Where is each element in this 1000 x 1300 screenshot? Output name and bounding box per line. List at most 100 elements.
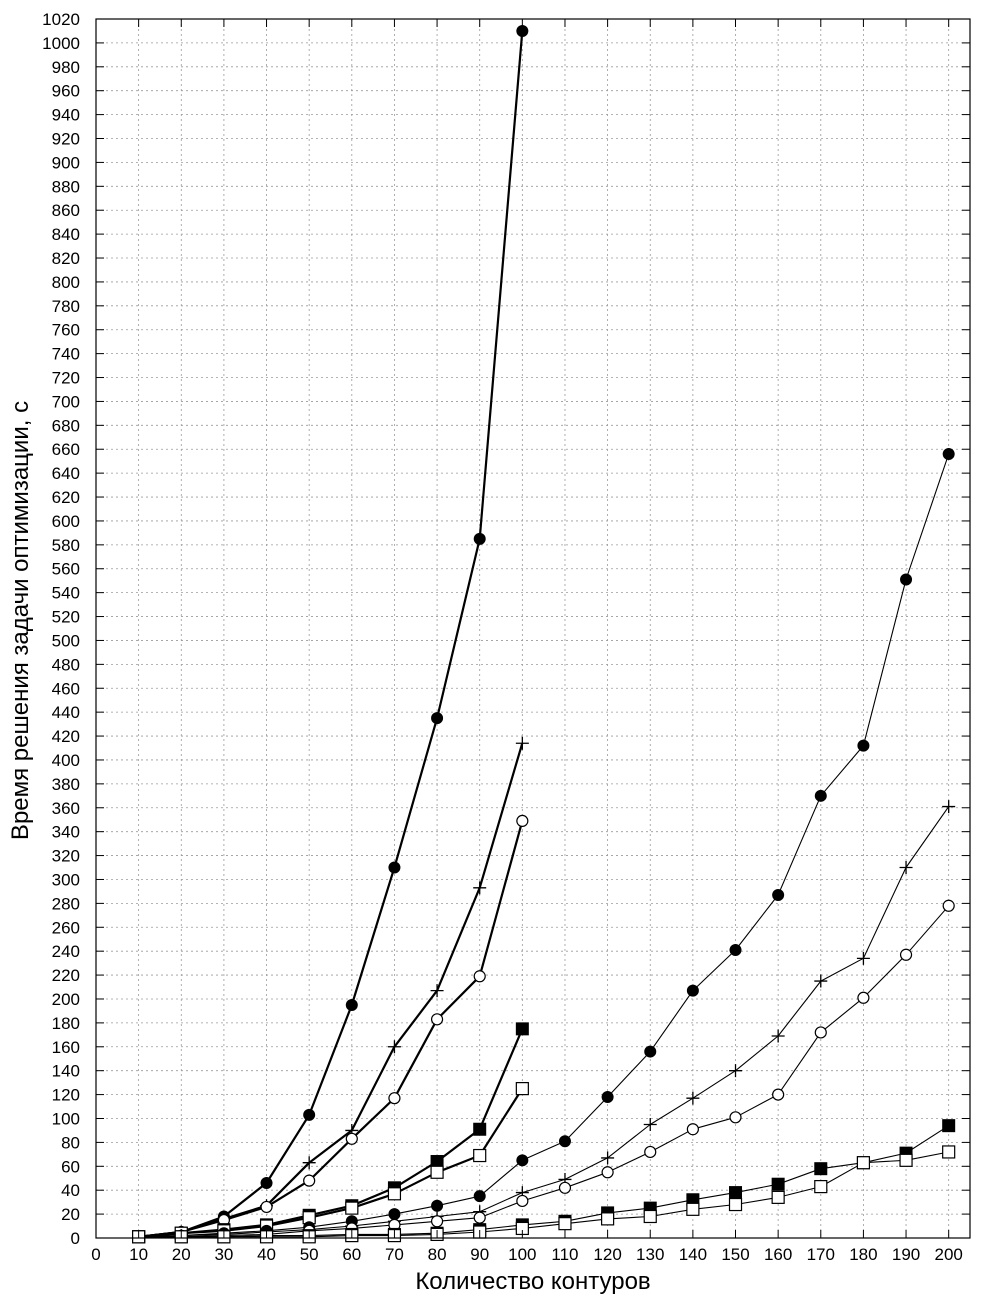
data-point bbox=[345, 1132, 358, 1145]
data-point bbox=[856, 1156, 871, 1170]
y-tick-label: 0 bbox=[71, 1229, 80, 1248]
y-tick-label: 240 bbox=[52, 942, 80, 961]
data-point bbox=[345, 998, 358, 1011]
data-point bbox=[515, 1022, 529, 1036]
x-tick-label: 60 bbox=[342, 1245, 361, 1264]
data-point bbox=[473, 881, 487, 895]
data-point bbox=[303, 1174, 316, 1187]
data-point bbox=[772, 889, 785, 902]
data-point bbox=[686, 1123, 699, 1136]
y-tick-label: 400 bbox=[52, 751, 80, 770]
data-point bbox=[686, 1202, 700, 1216]
y-tick-label: 220 bbox=[52, 966, 80, 985]
x-tick-label: 0 bbox=[91, 1245, 100, 1264]
x-tick-label: 180 bbox=[849, 1245, 877, 1264]
series-line bbox=[138, 806, 950, 1238]
data-point bbox=[644, 1145, 657, 1159]
y-tick-label: 840 bbox=[52, 225, 80, 244]
data-point bbox=[643, 1117, 657, 1131]
data-point bbox=[942, 800, 956, 814]
data-point bbox=[515, 1082, 529, 1096]
y-tick-label: 100 bbox=[52, 1109, 80, 1128]
y-tick-label: 340 bbox=[52, 823, 80, 842]
y-tick-label: 940 bbox=[52, 106, 80, 125]
y-tick-label: 500 bbox=[52, 631, 80, 650]
data-point bbox=[515, 736, 529, 750]
y-tick-label: 960 bbox=[52, 82, 80, 101]
y-tick-label: 700 bbox=[52, 392, 80, 411]
data-point bbox=[601, 1151, 615, 1165]
x-tick-label: 150 bbox=[721, 1245, 749, 1264]
x-tick-label: 160 bbox=[764, 1245, 792, 1264]
series-2 bbox=[132, 736, 529, 1244]
series-layer bbox=[132, 24, 956, 1244]
y-tick-label: 580 bbox=[52, 536, 80, 555]
y-tick-label: 40 bbox=[61, 1181, 80, 1200]
x-tick-label: 40 bbox=[257, 1245, 276, 1264]
y-tick-label: 440 bbox=[52, 703, 80, 722]
x-tick-label: 120 bbox=[593, 1245, 621, 1264]
data-point bbox=[771, 1177, 785, 1191]
y-tick-label: 560 bbox=[52, 560, 80, 579]
data-point bbox=[558, 1135, 571, 1148]
series-line bbox=[138, 1151, 949, 1238]
plot-frame bbox=[95, 18, 971, 1239]
data-point bbox=[643, 1209, 657, 1224]
data-point bbox=[303, 1108, 316, 1121]
series-line bbox=[138, 30, 524, 1238]
y-tick-label: 600 bbox=[52, 512, 80, 531]
data-point bbox=[430, 1165, 444, 1179]
series-line bbox=[138, 820, 524, 1238]
y-tick-label: 880 bbox=[52, 177, 80, 196]
data-point bbox=[387, 1187, 402, 1201]
y-axis-title: Время решения задачи оптимизации, с bbox=[7, 401, 34, 840]
y-tick-label: 120 bbox=[52, 1086, 80, 1105]
x-tick-label: 170 bbox=[807, 1245, 835, 1264]
data-point bbox=[814, 1026, 827, 1039]
y-tick-label: 540 bbox=[52, 584, 80, 603]
y-tick-label: 1000 bbox=[42, 34, 80, 53]
data-point bbox=[601, 1166, 614, 1179]
data-point bbox=[900, 573, 913, 586]
series-1 bbox=[132, 24, 529, 1243]
x-tick-label: 200 bbox=[934, 1245, 962, 1264]
data-point bbox=[814, 1162, 828, 1176]
data-point bbox=[856, 951, 870, 965]
series-line bbox=[138, 905, 950, 1238]
y-tick-label: 980 bbox=[52, 58, 80, 77]
x-tick-label: 90 bbox=[470, 1245, 489, 1264]
x-tick-label: 100 bbox=[508, 1245, 536, 1264]
y-tick-label: 140 bbox=[52, 1062, 80, 1081]
y-tick-label: 200 bbox=[52, 990, 80, 1009]
y-tick-label: 60 bbox=[61, 1157, 80, 1176]
data-point bbox=[729, 1111, 742, 1124]
y-tick-label: 800 bbox=[52, 273, 80, 292]
x-tick-label: 110 bbox=[551, 1245, 578, 1264]
data-point bbox=[473, 1211, 486, 1224]
data-point bbox=[857, 739, 870, 752]
data-point bbox=[431, 712, 444, 725]
data-point bbox=[772, 1088, 785, 1101]
data-point bbox=[729, 1186, 743, 1200]
y-tick-label: 280 bbox=[52, 894, 80, 913]
y-tick-label: 460 bbox=[52, 679, 80, 698]
y-tick-label: 1020 bbox=[42, 10, 80, 29]
y-tick-label: 180 bbox=[52, 1014, 80, 1033]
y-tick-label: 780 bbox=[52, 297, 80, 316]
x-tick-label: 80 bbox=[428, 1245, 447, 1264]
x-tick-label: 30 bbox=[214, 1245, 233, 1264]
y-tick-label: 420 bbox=[52, 727, 80, 746]
y-tick-label: 680 bbox=[52, 416, 80, 435]
y-tick-label: 260 bbox=[52, 918, 80, 937]
data-point bbox=[302, 1156, 316, 1170]
data-point bbox=[942, 448, 955, 461]
data-point bbox=[473, 532, 486, 545]
data-point bbox=[430, 984, 444, 998]
x-tick-label: 190 bbox=[892, 1245, 920, 1264]
data-point bbox=[387, 1040, 401, 1054]
y-tick-label: 80 bbox=[61, 1133, 80, 1152]
y-tick-label: 920 bbox=[52, 130, 80, 149]
y-tick-label: 360 bbox=[52, 799, 80, 818]
data-point bbox=[771, 1190, 785, 1204]
y-tick-label: 480 bbox=[52, 655, 80, 674]
